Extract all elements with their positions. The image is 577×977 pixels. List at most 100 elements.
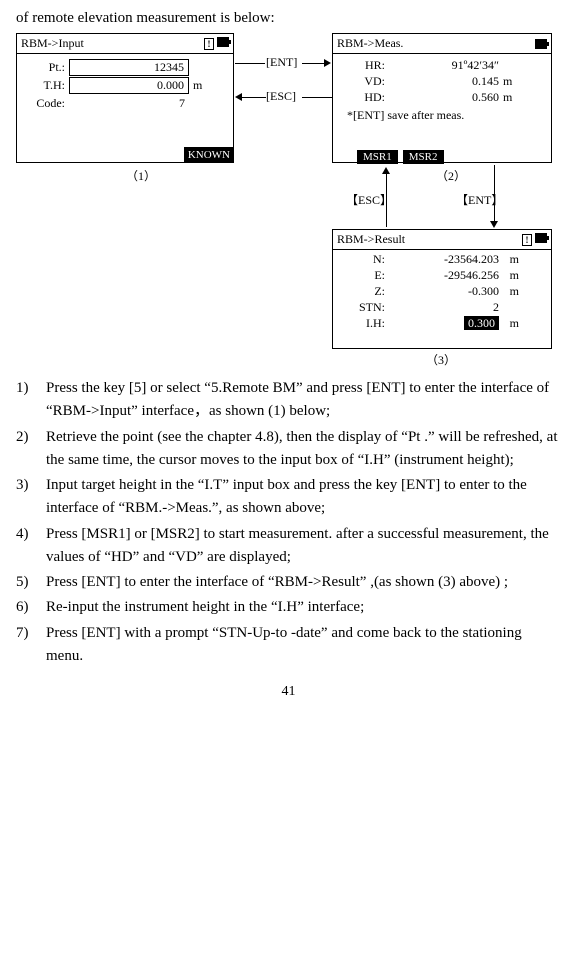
alert-icon: ! — [522, 234, 532, 246]
arrow-esc-1-label: [ESC] — [266, 89, 296, 104]
row-pt: Pt.: 12345 — [23, 58, 227, 76]
value-pt[interactable]: 12345 — [69, 59, 189, 76]
status-icons: ! — [522, 232, 547, 247]
panel-input-title: RBM->Input — [21, 36, 84, 51]
panel-meas: RBM->Meas. HR: 91º42′34″ VD: 0.145 m HD:… — [332, 33, 552, 163]
value-vd: 0.145 — [389, 74, 499, 90]
meas-note: *[ENT] save after meas. — [339, 108, 545, 123]
row-vd: VD: 0.145 m — [339, 74, 545, 90]
step-6: 6)Re-input the instrument height in the … — [16, 596, 561, 619]
unit-n: m — [499, 252, 519, 268]
msr-bar: MSR1 MSR2 — [357, 149, 446, 164]
arrow-ent-1-line-l — [235, 63, 265, 64]
value-hd: 0.560 — [389, 90, 499, 106]
value-stn: 2 — [389, 300, 499, 316]
step-4: 4)Press [MSR1] or [MSR2] to start measur… — [16, 523, 561, 570]
row-code: Code: 7 — [23, 94, 227, 112]
value-th[interactable]: 0.000 — [69, 77, 189, 94]
caption-2: （2） — [436, 167, 466, 184]
arrow-esc-2-label: 【ESC】 — [346, 191, 392, 208]
msr1-button[interactable]: MSR1 — [357, 150, 398, 164]
step-5-num: 5) — [16, 571, 46, 594]
unit-hd: m — [499, 90, 517, 106]
row-stn: STN: 2 — [339, 300, 545, 316]
row-ih: I.H: 0.300 m — [339, 316, 545, 332]
page-number: 41 — [16, 684, 561, 700]
arrow-ent-1-label: [ENT] — [266, 55, 297, 70]
value-z: -0.300 — [389, 284, 499, 300]
panel-meas-title: RBM->Meas. — [337, 36, 403, 51]
unit-e: m — [499, 268, 519, 284]
row-z: Z: -0.300 m — [339, 284, 545, 300]
known-button[interactable]: KNOWN — [184, 147, 234, 163]
panel-meas-titlebar: RBM->Meas. — [333, 34, 551, 54]
row-hr: HR: 91º42′34″ — [339, 58, 545, 74]
unit-z: m — [499, 284, 519, 300]
caption-1: （1） — [126, 167, 156, 184]
unit-hr — [499, 58, 517, 74]
row-e: E: -29546.256 m — [339, 268, 545, 284]
unit-vd: m — [499, 74, 517, 90]
step-7: 7)Press [ENT] with a prompt “STN-Up-to -… — [16, 622, 561, 669]
arrow-ent-1-head — [324, 59, 331, 67]
label-n: N: — [339, 252, 389, 268]
battery-icon — [217, 37, 229, 47]
step-1-text: Press the key [5] or select “5.Remote BM… — [46, 377, 561, 424]
msr2-button[interactable]: MSR2 — [403, 150, 444, 164]
arrow-esc-1-line-l — [242, 97, 266, 98]
step-2-text: Retrieve the point (see the chapter 4.8)… — [46, 426, 561, 473]
step-1: 1)Press the key [5] or select “5.Remote … — [16, 377, 561, 424]
value-e: -29546.256 — [389, 268, 499, 284]
step-5-text: Press [ENT] to enter the interface of “R… — [46, 571, 561, 594]
panel-input: RBM->Input ! Pt.: 12345 T.H: 0.000 m Cod… — [16, 33, 234, 163]
step-4-num: 4) — [16, 523, 46, 570]
step-2-num: 2) — [16, 426, 46, 473]
step-6-num: 6) — [16, 596, 46, 619]
step-2: 2)Retrieve the point (see the chapter 4.… — [16, 426, 561, 473]
battery-icon — [535, 39, 547, 49]
step-3-num: 3) — [16, 474, 46, 521]
label-th: T.H: — [23, 78, 69, 93]
row-hd: HD: 0.560 m — [339, 90, 545, 106]
label-hd: HD: — [339, 90, 389, 106]
battery-icon — [535, 233, 547, 243]
value-ih[interactable]: 0.300 — [464, 316, 499, 330]
arrow-esc-2-head — [382, 167, 390, 174]
label-hr: HR: — [339, 58, 389, 74]
step-3-text: Input target height in the “I.T” input b… — [46, 474, 561, 521]
unit-stn — [499, 300, 519, 316]
value-ih-wrap: 0.300 — [389, 316, 499, 332]
label-code: Code: — [23, 96, 69, 111]
step-7-text: Press [ENT] with a prompt “STN-Up-to -da… — [46, 622, 561, 669]
value-code[interactable]: 7 — [69, 96, 189, 111]
row-th: T.H: 0.000 m — [23, 76, 227, 94]
panel-input-titlebar: RBM->Input ! — [17, 34, 233, 54]
page-intro-line: of remote elevation measurement is below… — [16, 10, 561, 27]
arrow-esc-1-line-r — [302, 97, 332, 98]
row-n: N: -23564.203 m — [339, 252, 545, 268]
panel-result-title: RBM->Result — [337, 232, 405, 247]
label-vd: VD: — [339, 74, 389, 90]
step-4-text: Press [MSR1] or [MSR2] to start measurem… — [46, 523, 561, 570]
step-5: 5)Press [ENT] to enter the interface of … — [16, 571, 561, 594]
label-e: E: — [339, 268, 389, 284]
panel-result-titlebar: RBM->Result ! — [333, 230, 551, 250]
step-7-num: 7) — [16, 622, 46, 669]
diagram: RBM->Input ! Pt.: 12345 T.H: 0.000 m Cod… — [16, 33, 561, 369]
arrow-esc-1-head — [235, 93, 242, 101]
label-ih: I.H: — [339, 316, 389, 332]
unit-ih: m — [499, 316, 519, 332]
label-z: Z: — [339, 284, 389, 300]
instruction-list: 1)Press the key [5] or select “5.Remote … — [16, 377, 561, 668]
value-hr: 91º42′34″ — [389, 58, 499, 74]
unit-th: m — [189, 78, 207, 93]
arrow-ent-2-head — [490, 221, 498, 228]
arrow-ent-1-line-r — [302, 63, 326, 64]
panel-result: RBM->Result ! N: -23564.203 m E: -29546.… — [332, 229, 552, 349]
label-pt: Pt.: — [23, 60, 69, 75]
alert-icon: ! — [204, 38, 214, 50]
step-6-text: Re-input the instrument height in the “I… — [46, 596, 561, 619]
arrow-ent-2-label: 【ENT】 — [456, 191, 503, 208]
status-icons: ! — [204, 36, 229, 51]
step-1-num: 1) — [16, 377, 46, 424]
